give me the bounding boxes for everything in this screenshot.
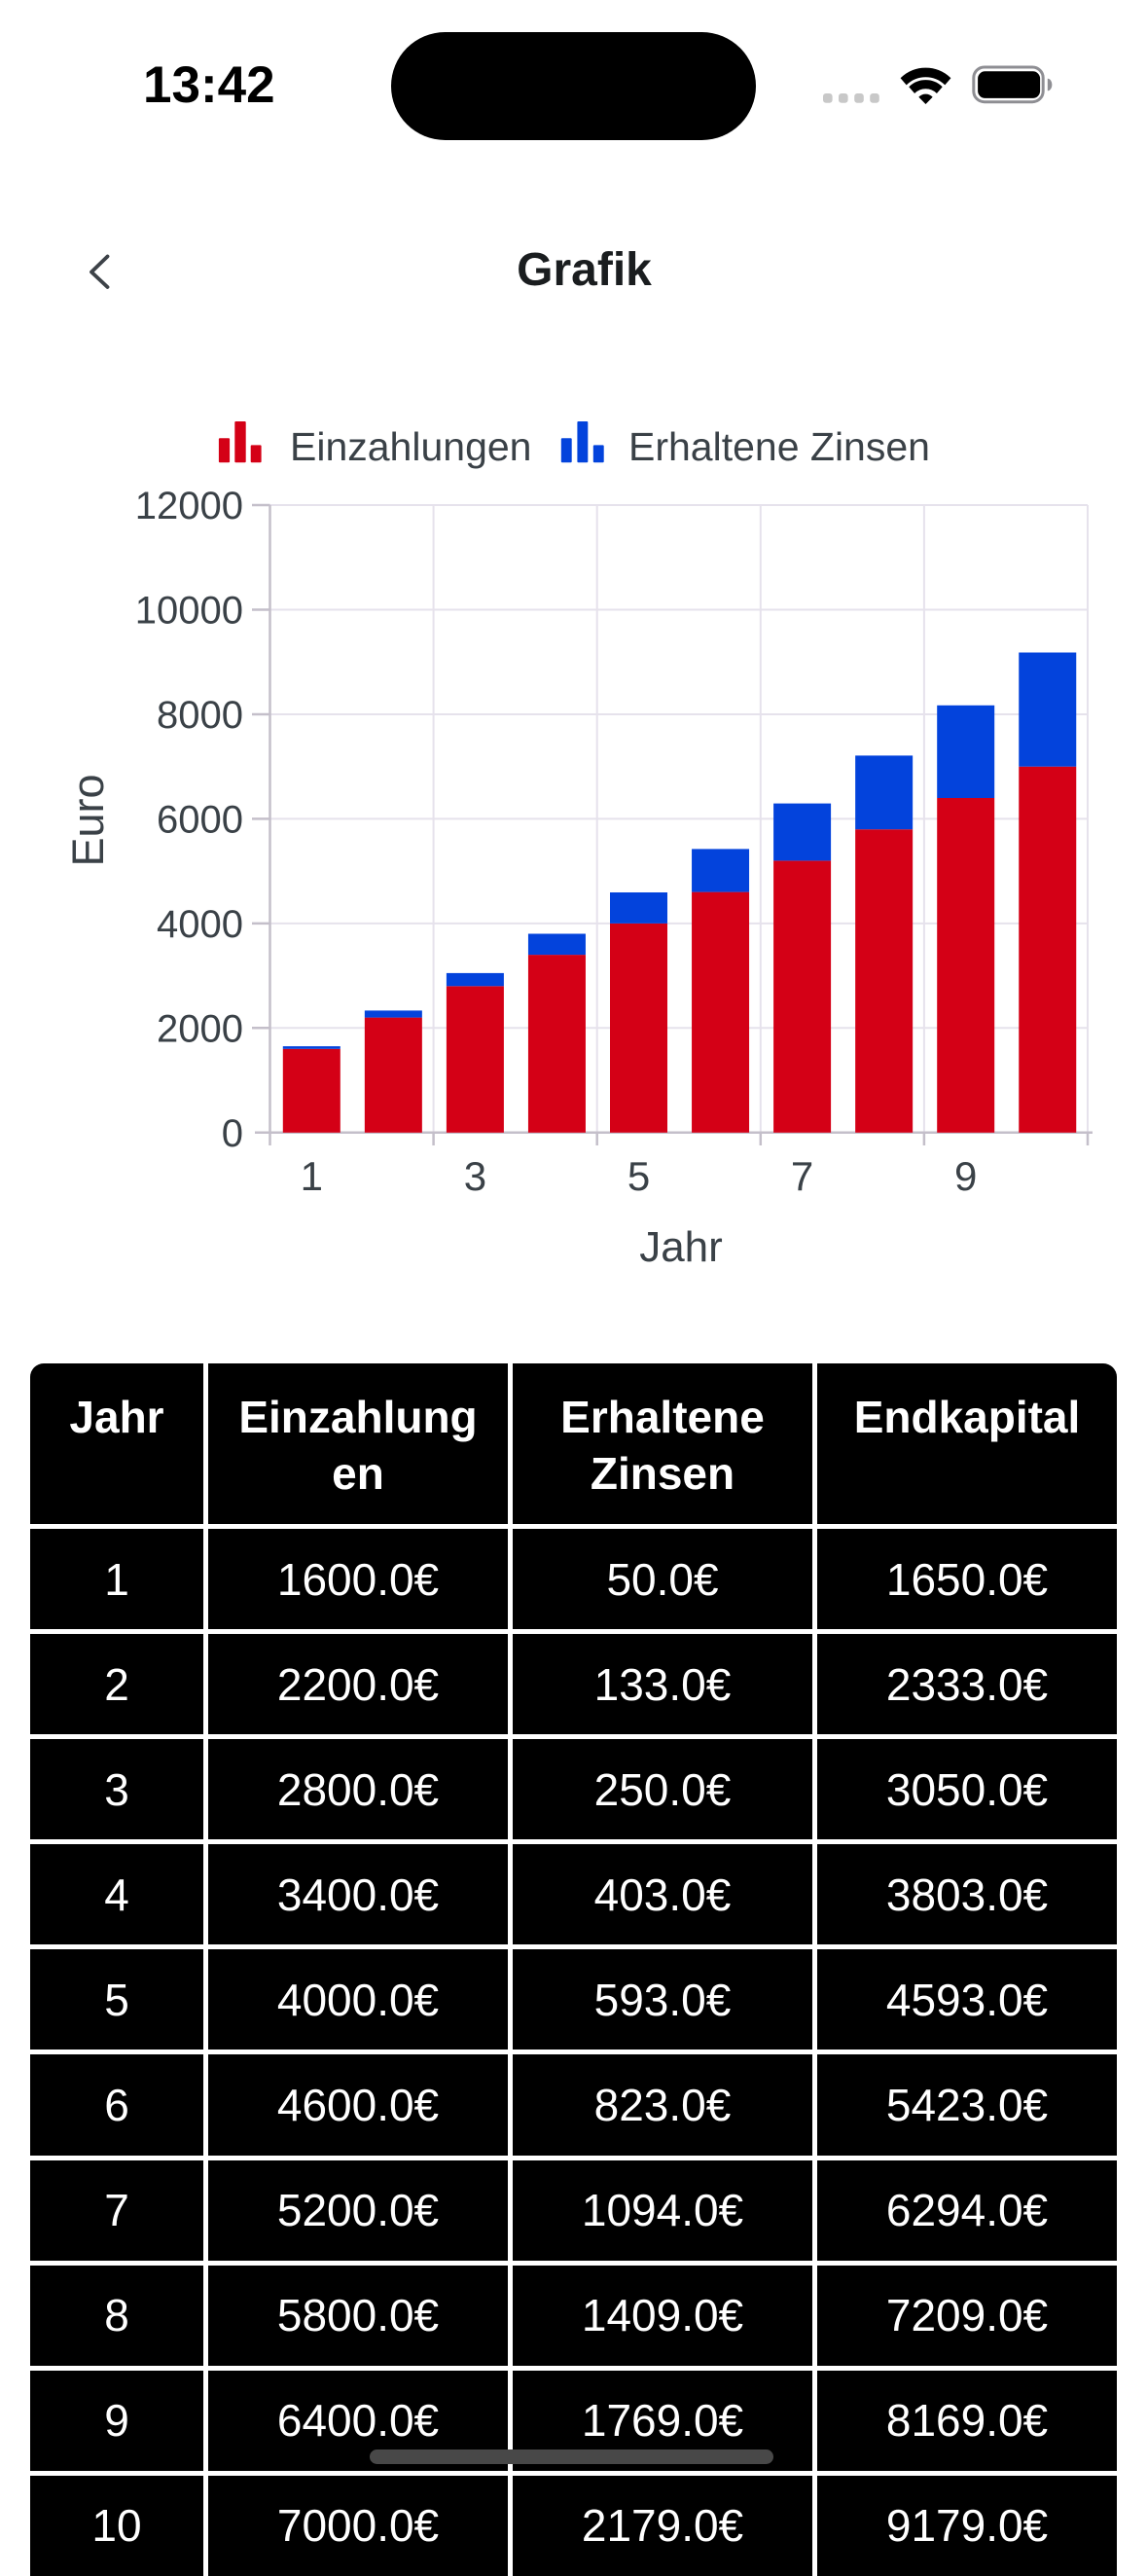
svg-text:2000: 2000 (157, 1007, 243, 1050)
svg-text:Einzahlungen: Einzahlungen (290, 424, 531, 469)
svg-text:7: 7 (791, 1153, 813, 1199)
svg-text:12000: 12000 (135, 485, 243, 527)
svg-text:3: 3 (464, 1153, 486, 1199)
svg-text:8000: 8000 (157, 694, 243, 737)
svg-text:4000: 4000 (157, 903, 243, 946)
svg-text:6000: 6000 (157, 798, 243, 841)
svg-text:5: 5 (627, 1153, 650, 1199)
svg-text:Jahr: Jahr (639, 1223, 723, 1271)
svg-text:10000: 10000 (135, 590, 243, 633)
svg-text:9: 9 (954, 1153, 977, 1199)
svg-text:Euro: Euro (63, 774, 113, 866)
svg-text:Erhaltene Zinsen: Erhaltene Zinsen (628, 424, 930, 469)
svg-text:0: 0 (222, 1112, 243, 1155)
svg-text:1: 1 (301, 1153, 323, 1199)
